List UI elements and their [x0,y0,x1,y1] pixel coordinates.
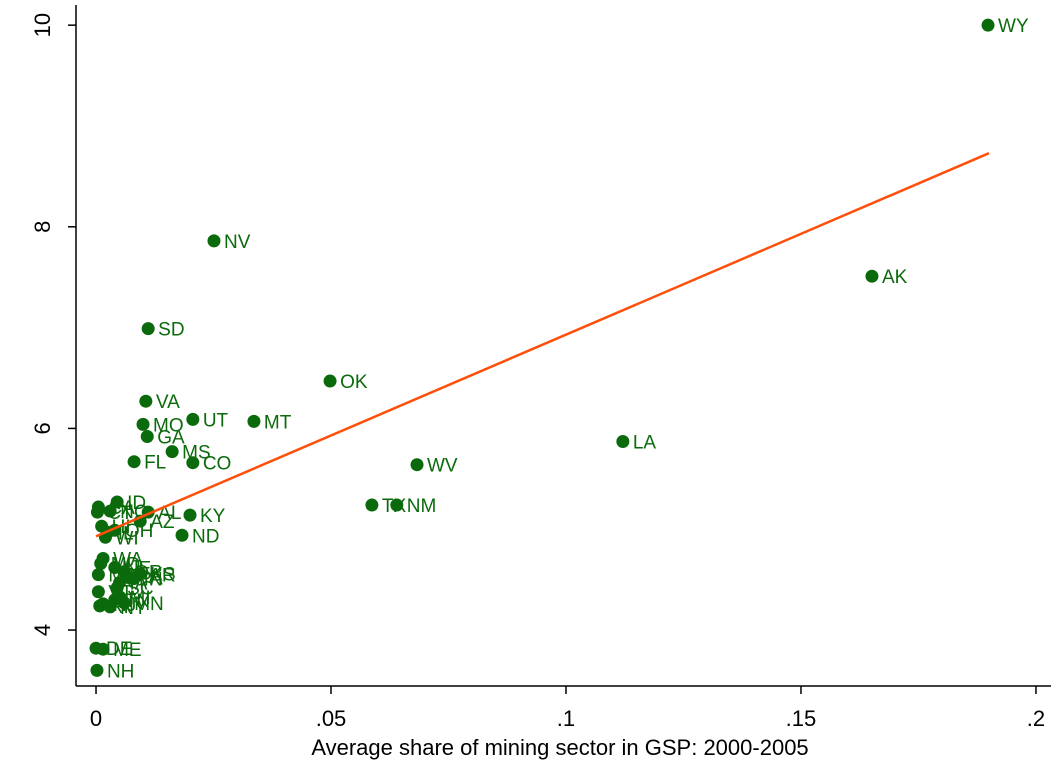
point [113,590,127,604]
point-label: NY [120,598,147,619]
x-tick-label: 0 [90,706,102,731]
point [110,495,124,509]
point-label: PA [139,569,163,590]
point [410,458,424,472]
fit-line [95,152,990,538]
point-label: NM [407,496,437,517]
point-label: AR [149,566,175,587]
point-label: MS [182,443,211,464]
point-label: SD [158,320,184,341]
point-label: AL [158,503,181,524]
point-label: MN [134,594,164,615]
point [103,504,117,518]
point [140,429,154,443]
point [865,269,879,283]
y-tick-label: 4 [30,624,55,636]
point-label: MT [264,412,292,433]
x-axis-title: Average share of mining sector in GSP: 2… [311,735,808,760]
point [186,412,200,426]
point [207,234,221,248]
point-label: FL [144,453,166,474]
y-tick-label: 10 [30,13,55,37]
point [139,394,153,408]
point-label: LA [633,433,657,454]
point [323,374,337,388]
point [247,414,261,428]
point [981,18,995,32]
point-label: VA [156,392,180,413]
point-label: DE [106,639,132,660]
point-label: WI [115,528,138,549]
point [141,322,155,336]
point-label: NV [224,232,251,253]
point-label: KY [200,506,226,527]
point [96,642,110,656]
y-tick-label: 8 [30,221,55,233]
point [91,585,105,599]
point-label: ME [113,640,142,661]
point-label: ND [192,526,219,547]
point [94,557,108,571]
point [90,505,104,519]
point [390,498,404,512]
point-label: OK [340,372,368,393]
x-tick-label: .05 [316,706,347,731]
point [127,455,141,469]
point [136,417,150,431]
point [183,508,197,522]
point [91,568,105,582]
point-label: IL [118,523,134,544]
x-tick-label: .2 [1027,706,1045,731]
point [103,600,117,614]
point-label: UT [203,410,229,431]
point-label: AZ [150,512,175,533]
point-label: KS [150,565,175,586]
point-label: GA [157,427,185,448]
point-label: NH [107,661,134,682]
point-label: TN [125,591,150,612]
point [365,498,379,512]
point [186,456,200,470]
point [175,528,189,542]
point [127,572,141,586]
point [616,435,630,449]
point-label: CO [203,454,232,475]
point-label: MI [130,588,151,609]
point [165,445,179,459]
point-label: WY [998,16,1029,37]
point-label: IN [144,570,163,591]
point [90,663,104,677]
point-label: MO [153,415,184,436]
point-label: OH [125,521,154,542]
y-tick-label: 6 [30,422,55,434]
x-tick-label: .1 [557,706,575,731]
point-label: ID [127,493,146,514]
point-label: AK [882,267,908,288]
point-label: WV [427,456,458,477]
x-tick-label: .15 [786,706,817,731]
